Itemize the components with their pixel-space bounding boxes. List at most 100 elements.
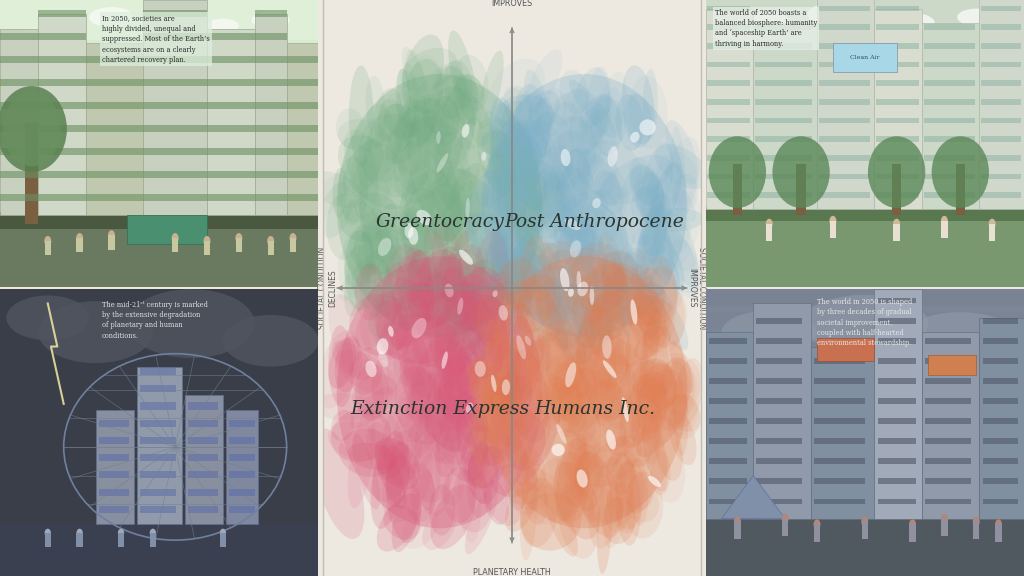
Ellipse shape (516, 84, 544, 132)
Ellipse shape (38, 301, 153, 363)
Bar (140, 454, 176, 461)
Ellipse shape (477, 111, 511, 190)
Ellipse shape (506, 377, 532, 430)
Bar (878, 298, 915, 304)
Bar (187, 488, 218, 496)
Ellipse shape (484, 480, 509, 525)
Bar (255, 10, 287, 17)
Ellipse shape (490, 334, 516, 396)
Ellipse shape (466, 403, 473, 414)
Ellipse shape (497, 94, 555, 138)
Ellipse shape (422, 189, 488, 276)
Ellipse shape (509, 387, 556, 467)
Bar (878, 479, 915, 484)
Ellipse shape (357, 358, 384, 418)
Ellipse shape (535, 383, 571, 427)
Ellipse shape (509, 232, 535, 299)
Bar (981, 173, 1021, 179)
Ellipse shape (423, 273, 450, 298)
Ellipse shape (468, 339, 525, 380)
Bar (709, 499, 746, 505)
Bar (755, 99, 812, 105)
Ellipse shape (432, 247, 464, 325)
Ellipse shape (571, 285, 618, 341)
Ellipse shape (499, 400, 536, 441)
Ellipse shape (411, 363, 456, 438)
Ellipse shape (543, 130, 590, 233)
Ellipse shape (666, 120, 698, 184)
Ellipse shape (459, 237, 488, 335)
Ellipse shape (348, 442, 398, 470)
Bar (818, 24, 870, 30)
Bar (140, 385, 176, 392)
Ellipse shape (421, 86, 476, 207)
Bar (0, 524, 318, 576)
Bar (973, 521, 979, 539)
Ellipse shape (327, 194, 360, 260)
Ellipse shape (554, 266, 600, 348)
Bar (709, 358, 746, 363)
Bar (0, 0, 318, 40)
Text: Post Anthropocene: Post Anthropocene (505, 213, 684, 231)
Bar (143, 147, 207, 155)
Ellipse shape (417, 86, 475, 174)
Ellipse shape (565, 362, 577, 387)
Text: Greentocracy: Greentocracy (375, 213, 504, 231)
Ellipse shape (638, 213, 691, 264)
Ellipse shape (654, 359, 700, 436)
Ellipse shape (403, 174, 434, 266)
Ellipse shape (460, 294, 515, 362)
Ellipse shape (472, 419, 508, 487)
Bar (878, 378, 915, 384)
Ellipse shape (566, 380, 632, 419)
Ellipse shape (932, 137, 989, 208)
Ellipse shape (475, 169, 507, 207)
Bar (0, 194, 38, 201)
Ellipse shape (434, 167, 500, 226)
Ellipse shape (428, 132, 473, 259)
Ellipse shape (625, 309, 648, 446)
Ellipse shape (647, 369, 682, 408)
Ellipse shape (468, 446, 505, 488)
Ellipse shape (995, 520, 1002, 529)
Ellipse shape (392, 265, 427, 311)
Ellipse shape (436, 66, 467, 119)
Bar (757, 438, 803, 444)
Ellipse shape (537, 189, 604, 273)
Ellipse shape (612, 283, 640, 325)
Bar (755, 24, 812, 30)
Bar (814, 524, 820, 541)
Bar (922, 332, 979, 518)
Ellipse shape (471, 231, 509, 324)
Ellipse shape (391, 485, 420, 552)
Ellipse shape (434, 338, 469, 400)
Ellipse shape (632, 384, 677, 446)
Ellipse shape (372, 204, 445, 253)
Ellipse shape (473, 395, 514, 442)
Ellipse shape (444, 283, 454, 297)
Ellipse shape (506, 291, 531, 334)
Ellipse shape (401, 48, 458, 92)
Ellipse shape (550, 102, 607, 213)
Bar (98, 471, 129, 479)
Ellipse shape (568, 288, 573, 297)
Bar (755, 62, 812, 67)
Ellipse shape (607, 146, 617, 166)
Ellipse shape (537, 281, 562, 327)
Ellipse shape (373, 269, 407, 317)
Ellipse shape (393, 248, 433, 381)
Bar (143, 194, 207, 201)
Ellipse shape (329, 325, 353, 407)
Ellipse shape (498, 348, 538, 395)
Ellipse shape (391, 278, 430, 330)
Ellipse shape (612, 253, 632, 338)
Ellipse shape (558, 368, 634, 452)
Ellipse shape (634, 170, 665, 222)
Ellipse shape (399, 171, 468, 249)
Ellipse shape (639, 256, 678, 353)
Ellipse shape (636, 173, 665, 217)
Ellipse shape (267, 236, 274, 246)
Ellipse shape (637, 358, 676, 422)
Ellipse shape (573, 451, 623, 537)
Bar (926, 378, 971, 384)
